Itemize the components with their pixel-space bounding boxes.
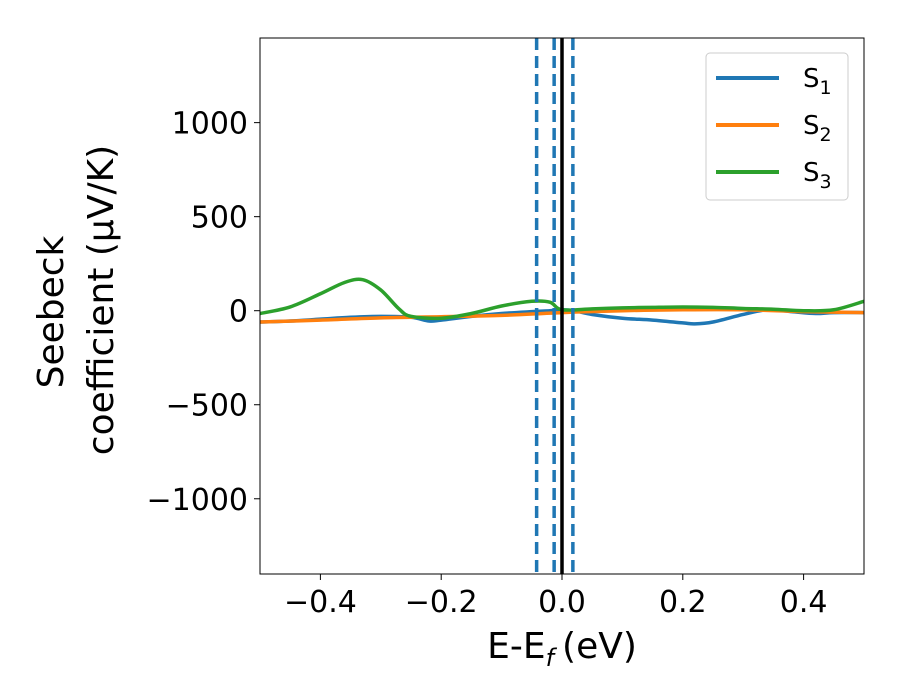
legend-label-s1: S1 bbox=[803, 64, 832, 99]
x-tick-label: 0.0 bbox=[538, 585, 586, 620]
y-tick-label: 500 bbox=[191, 201, 248, 236]
x-axis-title-sub: f bbox=[546, 644, 558, 672]
y-tick-labels: −1000 −500 0 500 1000 bbox=[147, 107, 248, 518]
x-tick-labels: −0.4 −0.2 0.0 0.2 0.4 bbox=[284, 585, 827, 620]
y-axis-title-line2: coefficient (μV/K) bbox=[81, 145, 122, 455]
vline-layer bbox=[534, 38, 575, 574]
series-line-s3 bbox=[260, 277, 864, 321]
x-tick-label: −0.4 bbox=[284, 585, 357, 620]
x-axis-title: E-Ef (eV) bbox=[487, 626, 637, 672]
x-tick-label: −0.2 bbox=[405, 585, 478, 620]
x-tick-label: 0.4 bbox=[780, 585, 828, 620]
y-tick-label: −500 bbox=[166, 389, 248, 424]
x-tick-label: 0.2 bbox=[659, 585, 707, 620]
plot-frame bbox=[259, 37, 865, 575]
legend: S1 S2 S3 bbox=[705, 52, 849, 201]
legend-label-s3: S3 bbox=[803, 158, 832, 193]
y-tick-label: 1000 bbox=[172, 107, 248, 142]
axis-ticks bbox=[254, 122, 805, 580]
y-tick-label: −1000 bbox=[147, 483, 248, 518]
legend-label-s2: S2 bbox=[803, 111, 832, 146]
y-axis-title-line1: Seebeck bbox=[31, 235, 72, 388]
y-tick-label: 0 bbox=[229, 295, 248, 330]
